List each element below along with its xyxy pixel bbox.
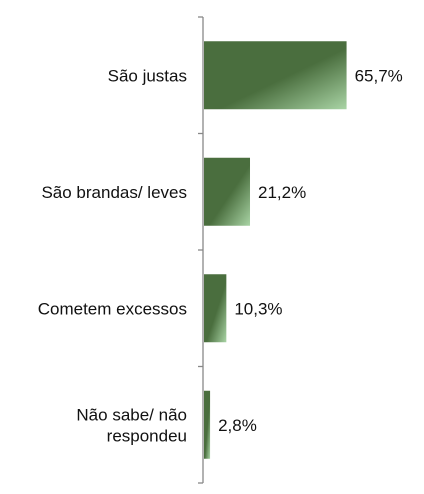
bars-layer [204,41,347,459]
category-label: São brandas/ leves [41,183,187,202]
category-axis [198,16,204,484]
bar [204,41,347,110]
data-label: 10,3% [234,299,282,318]
category-label-line: Cometem excessos [38,299,187,318]
category-label: Cometem excessos [38,299,187,318]
bar [204,157,251,226]
data-label: 2,8% [218,416,257,435]
labels-layer: 65,7% São justas 21,2% São brandas/ leves 10… [38,66,403,445]
category-label: Não sabe/ não respondeu [76,405,187,445]
bar [204,274,227,343]
data-label: 21,2% [258,183,306,202]
category-label-line: Não sabe/ não [76,405,187,424]
category-label: São justas [108,66,187,85]
category-label-line: São justas [108,66,187,85]
category-label-line: São brandas/ leves [41,183,187,202]
data-label: 65,7% [355,66,403,85]
bar [204,390,211,459]
category-label-line: respondeu [107,426,187,445]
